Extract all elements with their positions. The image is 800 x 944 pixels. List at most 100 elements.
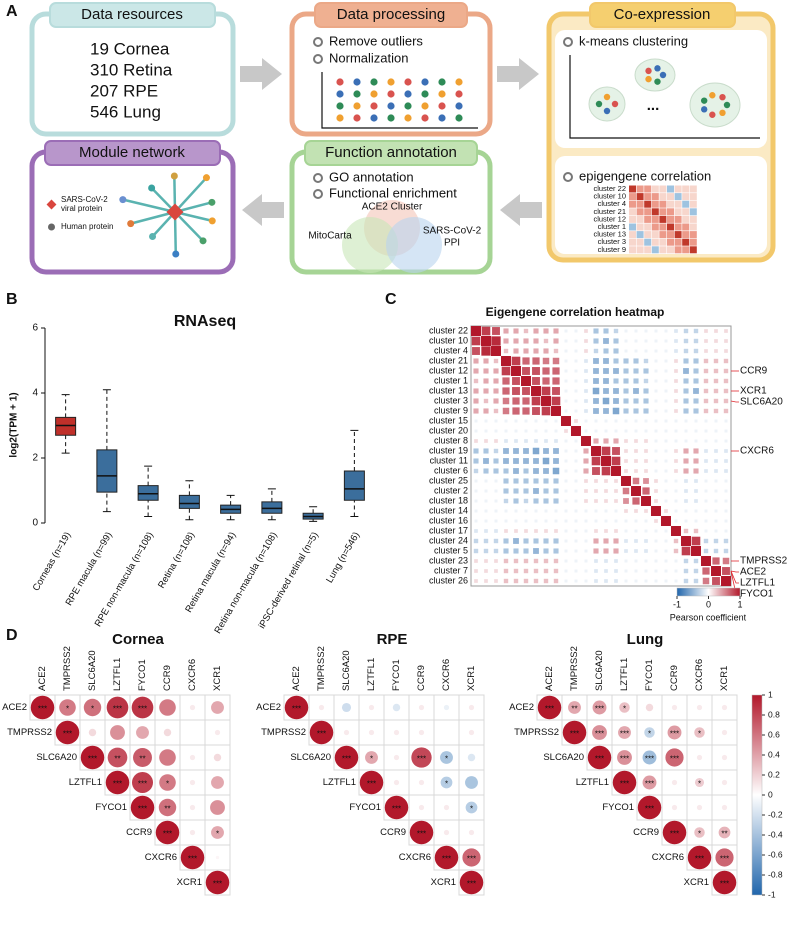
heat-cell [494,579,498,583]
significance: * [66,705,69,714]
heat-cell [493,398,499,404]
heat-cell [693,458,699,464]
heat-cell [664,529,668,533]
column-label: LZTFL1 [112,658,123,691]
heat-cell [664,469,668,473]
deco-node [208,198,216,206]
heat-cell [704,469,708,473]
heat-cell [664,559,668,563]
row-label: cluster 13 [429,385,468,395]
column-label: CCR9 [669,665,680,691]
heat-cell [603,338,609,344]
heat-cell [671,526,681,536]
heat-cell [704,339,708,343]
panel-letter: D [6,627,18,644]
heat-cell [493,388,499,394]
corr-circle [642,775,657,790]
heat-cell [513,548,519,554]
colorbar-tick-label: 1 [737,599,742,609]
heat-cell [693,468,699,474]
legend-text: Human protein [61,222,113,231]
heat-cell [714,479,718,483]
mini-cell [629,238,636,246]
corr-circle [55,720,80,745]
bullet [313,54,323,64]
resource: 207 RPE [90,81,158,100]
colorbar-tick-label: 0.4 [768,749,780,759]
colorbar-tick-label: 1 [768,689,773,699]
heat-cell [624,429,628,433]
significance: *** [670,755,679,764]
heat-cell [561,416,571,426]
cluster-blob [689,82,741,128]
heat-cell [654,389,658,393]
heat-cell [684,509,688,513]
heat-cell [591,456,601,466]
colorbar-tick-label: 0 [706,599,711,609]
column-label: CCR9 [162,665,173,691]
corr-circle [665,748,684,767]
significance: * [91,705,94,714]
heat-cell [473,468,479,474]
deco-dot [336,114,344,122]
heat-cell [564,369,568,373]
row-label: ACE2 [509,702,534,713]
heat-cell [522,357,530,365]
heat-cell [713,378,719,384]
heat-cell [533,498,539,504]
heat-cell [503,478,509,484]
mini-cell [689,200,697,208]
heat-cell [723,408,729,414]
significance: *** [317,730,326,739]
heat-cell [483,378,489,384]
heat-cell [624,569,628,573]
heat-cell [624,579,628,583]
mini-cell [651,200,659,208]
row-label: cluster 25 [429,475,468,485]
heat-cell [703,368,709,374]
mini-cell [629,231,636,239]
heat-cell [603,328,609,334]
heat-cell [503,468,509,474]
column-label: CXCR6 [441,659,452,691]
heat-cell [612,447,620,455]
heat-cell [724,429,728,433]
heat-cell [673,538,679,544]
corr-circle [368,729,375,736]
heat-cell [614,509,618,513]
heat-cell [564,499,568,503]
heat-cell [481,336,491,346]
row-label: SLC6A20 [543,752,584,763]
heat-cell [613,438,619,444]
heat-cell [584,429,588,433]
heat-cell [474,429,478,433]
heat-cell [664,429,668,433]
corr-circle [618,726,631,739]
heat-cell [541,386,551,396]
heat-cell [584,329,588,333]
significance: *** [695,855,704,864]
box-title: Co-expression [614,6,711,23]
heat-cell [712,557,720,565]
heat-cell [611,456,621,466]
heat-cell [553,578,559,584]
corr-circle [440,751,453,764]
mini-cell [682,238,690,246]
heat-cell [554,529,558,533]
significance: * [623,705,626,714]
deco-dot [421,114,429,122]
corr-circle [30,695,55,720]
significance: * [648,730,651,739]
heat-cell [533,538,539,544]
heat-cell [673,548,679,554]
column-label: ACE2 [37,666,48,691]
deco-dot [353,90,361,98]
heat-cell [512,377,520,385]
heat-cell [552,377,560,385]
heat-cell [533,488,539,494]
heat-cell [601,456,611,466]
column-label: TMPRSS2 [569,646,580,691]
cluster-blob [588,86,626,122]
heat-cell [543,478,549,484]
row-label: CCR9 [380,827,406,838]
